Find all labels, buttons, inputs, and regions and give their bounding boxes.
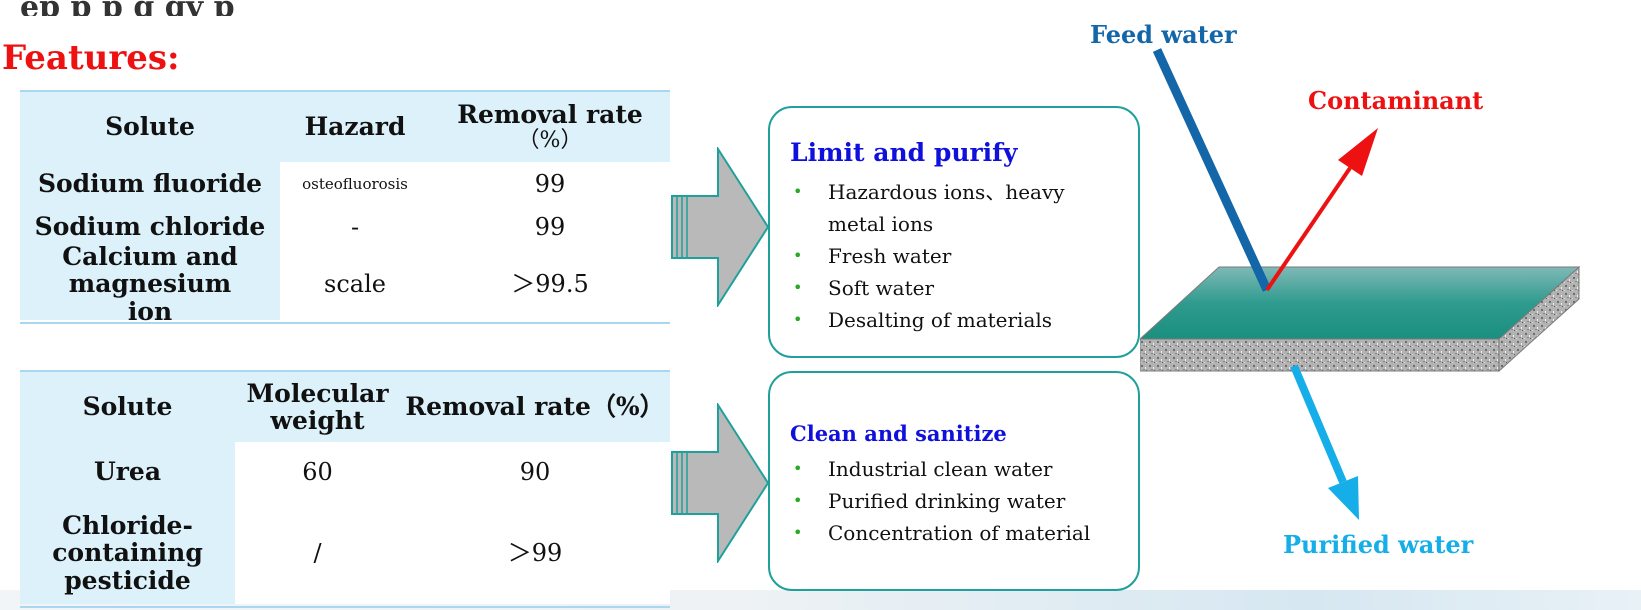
- list-item: • Purified drinking water: [790, 485, 1128, 517]
- table-row-molecular-weight: /: [235, 502, 400, 604]
- table-row-rate: ＞99.5: [430, 248, 670, 320]
- header-removal-rate-label: Removal rate: [457, 100, 643, 130]
- list-item-text: Fresh water: [828, 244, 952, 268]
- list-item: • Hazardous ions、heavy metal ions: [790, 176, 1128, 240]
- bullet-icon: •: [793, 246, 803, 265]
- table-row-solute: Chloride-containing pesticide: [20, 502, 235, 604]
- limit-and-purify-box: Limit and purify • Hazardous ions、heavy m…: [768, 106, 1140, 358]
- purified-water-arrow-head: [1328, 476, 1359, 520]
- solute-molecular-weight-table: Solute Molecular weight Removal rate（%） …: [20, 370, 670, 608]
- clean-and-sanitize-box: Clean and sanitize • Industrial clean wat…: [768, 371, 1140, 591]
- bullet-icon: •: [793, 523, 803, 542]
- table-row-hazard: osteofluorosis: [280, 162, 430, 206]
- table-row-rate: 99: [430, 162, 670, 206]
- list-item-text: Purified drinking water: [828, 489, 1066, 513]
- feed-water-label: Feed water: [1090, 20, 1237, 49]
- table-row-solute: Sodium fluoride: [20, 162, 280, 206]
- list-item-text: Soft water: [828, 276, 935, 300]
- membrane-side: [1140, 338, 1500, 372]
- list-item-text: Desalting of materials: [828, 308, 1053, 332]
- box-title: Clean and sanitize: [790, 421, 1007, 446]
- bullet-icon: •: [793, 491, 803, 510]
- table-row-rate: 99: [430, 206, 670, 248]
- box-title: Limit and purify: [790, 138, 1018, 167]
- block-arrow-right-icon: [671, 403, 770, 563]
- list-item: • Concentration of material: [790, 517, 1128, 549]
- header-removal-rate: Removal rate （%）: [430, 92, 670, 162]
- features-title: Features:: [2, 38, 180, 78]
- membrane-filtration-diagram: Feed water Contaminant Purified water: [1090, 20, 1641, 590]
- bullet-icon: •: [793, 278, 803, 297]
- table-row-hazard: -: [280, 206, 430, 248]
- purified-water-arrow-shaft: [1290, 364, 1347, 484]
- header-removal-rate-unit: （%）: [517, 127, 583, 153]
- table-row-solute: Sodium chloride: [20, 206, 280, 248]
- list-item-text: Industrial clean water: [828, 457, 1053, 481]
- header-removal-rate: Removal rate（%）: [400, 372, 670, 442]
- bullet-icon: •: [793, 310, 803, 329]
- list-item-text: Concentration of material: [828, 521, 1091, 545]
- header-molecular-weight: Molecular weight: [235, 372, 400, 442]
- contaminant-label: Contaminant: [1308, 86, 1484, 115]
- solute-hazard-table: Solute Hazard Removal rate （%） Sodium fl…: [20, 90, 670, 325]
- block-arrow-right-icon: [671, 147, 770, 307]
- purified-water-label: Purified water: [1283, 530, 1474, 559]
- header-solute: Solute: [20, 92, 280, 162]
- table-row-rate: ＞99: [400, 502, 670, 604]
- box-list: • Industrial clean water • Purified drinki…: [790, 453, 1128, 549]
- cropped-heading-text: ep p p g gy p: [20, 0, 235, 16]
- table-row-molecular-weight: 60: [235, 442, 400, 502]
- list-item: • Soft water: [790, 272, 1128, 304]
- list-item-text: Hazardous ions、heavy metal ions: [828, 180, 1065, 236]
- bullet-icon: •: [793, 459, 803, 478]
- table-row-solute: Urea: [20, 442, 235, 502]
- list-item: • Desalting of materials: [790, 304, 1128, 336]
- table-row-rate: 90: [400, 442, 670, 502]
- feed-water-arrow: [1152, 48, 1272, 292]
- list-item: • Fresh water: [790, 240, 1128, 272]
- contaminant-arrow-shaft: [1265, 166, 1352, 292]
- top-cropped-heading: ep p p g gy p: [0, 0, 1641, 16]
- header-hazard: Hazard: [280, 92, 430, 162]
- table-row-hazard: scale: [280, 248, 430, 320]
- list-item: • Industrial clean water: [790, 453, 1128, 485]
- bullet-icon: •: [793, 182, 803, 201]
- contaminant-arrow-head: [1338, 128, 1378, 176]
- membrane-illustration: [1140, 48, 1581, 520]
- header-solute: Solute: [20, 372, 235, 442]
- table-row-solute: Calcium and magnesium ion: [20, 243, 280, 325]
- box-list: • Hazardous ions、heavy metal ions • Fresh …: [790, 176, 1128, 336]
- membrane-top: [1140, 266, 1581, 340]
